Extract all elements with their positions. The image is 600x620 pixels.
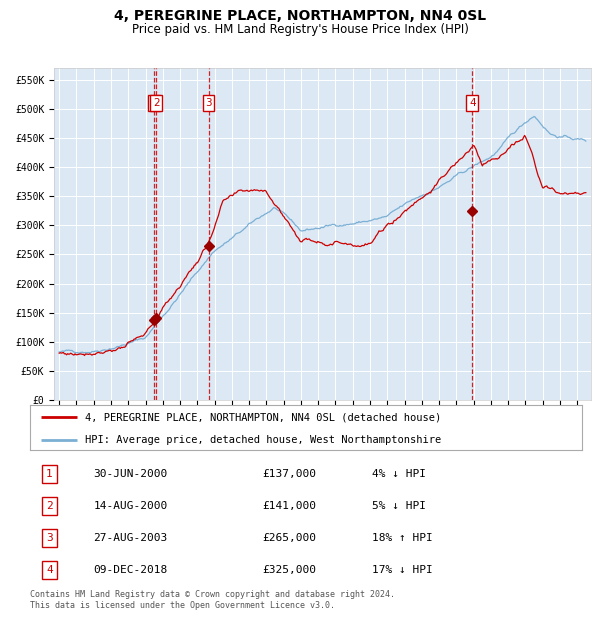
Text: 1: 1 bbox=[151, 98, 157, 108]
Text: 2: 2 bbox=[153, 98, 160, 108]
Text: 4: 4 bbox=[46, 565, 53, 575]
Text: 30-JUN-2000: 30-JUN-2000 bbox=[94, 469, 168, 479]
Text: 4, PEREGRINE PLACE, NORTHAMPTON, NN4 0SL (detached house): 4, PEREGRINE PLACE, NORTHAMPTON, NN4 0SL… bbox=[85, 412, 442, 422]
Text: Price paid vs. HM Land Registry's House Price Index (HPI): Price paid vs. HM Land Registry's House … bbox=[131, 23, 469, 36]
Text: 1: 1 bbox=[46, 469, 53, 479]
Text: Contains HM Land Registry data © Crown copyright and database right 2024.
This d: Contains HM Land Registry data © Crown c… bbox=[30, 590, 395, 609]
Text: £265,000: £265,000 bbox=[262, 533, 316, 543]
Text: £141,000: £141,000 bbox=[262, 501, 316, 511]
Text: 4, PEREGRINE PLACE, NORTHAMPTON, NN4 0SL: 4, PEREGRINE PLACE, NORTHAMPTON, NN4 0SL bbox=[114, 9, 486, 24]
Text: 27-AUG-2003: 27-AUG-2003 bbox=[94, 533, 168, 543]
Text: 5% ↓ HPI: 5% ↓ HPI bbox=[372, 501, 426, 511]
Text: 3: 3 bbox=[205, 98, 212, 108]
Text: £325,000: £325,000 bbox=[262, 565, 316, 575]
Text: 3: 3 bbox=[46, 533, 53, 543]
Text: 18% ↑ HPI: 18% ↑ HPI bbox=[372, 533, 433, 543]
Text: 4: 4 bbox=[469, 98, 476, 108]
Text: 14-AUG-2000: 14-AUG-2000 bbox=[94, 501, 168, 511]
Text: 09-DEC-2018: 09-DEC-2018 bbox=[94, 565, 168, 575]
Text: 17% ↓ HPI: 17% ↓ HPI bbox=[372, 565, 433, 575]
Text: HPI: Average price, detached house, West Northamptonshire: HPI: Average price, detached house, West… bbox=[85, 435, 442, 445]
Text: 2: 2 bbox=[46, 501, 53, 511]
Text: £137,000: £137,000 bbox=[262, 469, 316, 479]
Text: 4% ↓ HPI: 4% ↓ HPI bbox=[372, 469, 426, 479]
